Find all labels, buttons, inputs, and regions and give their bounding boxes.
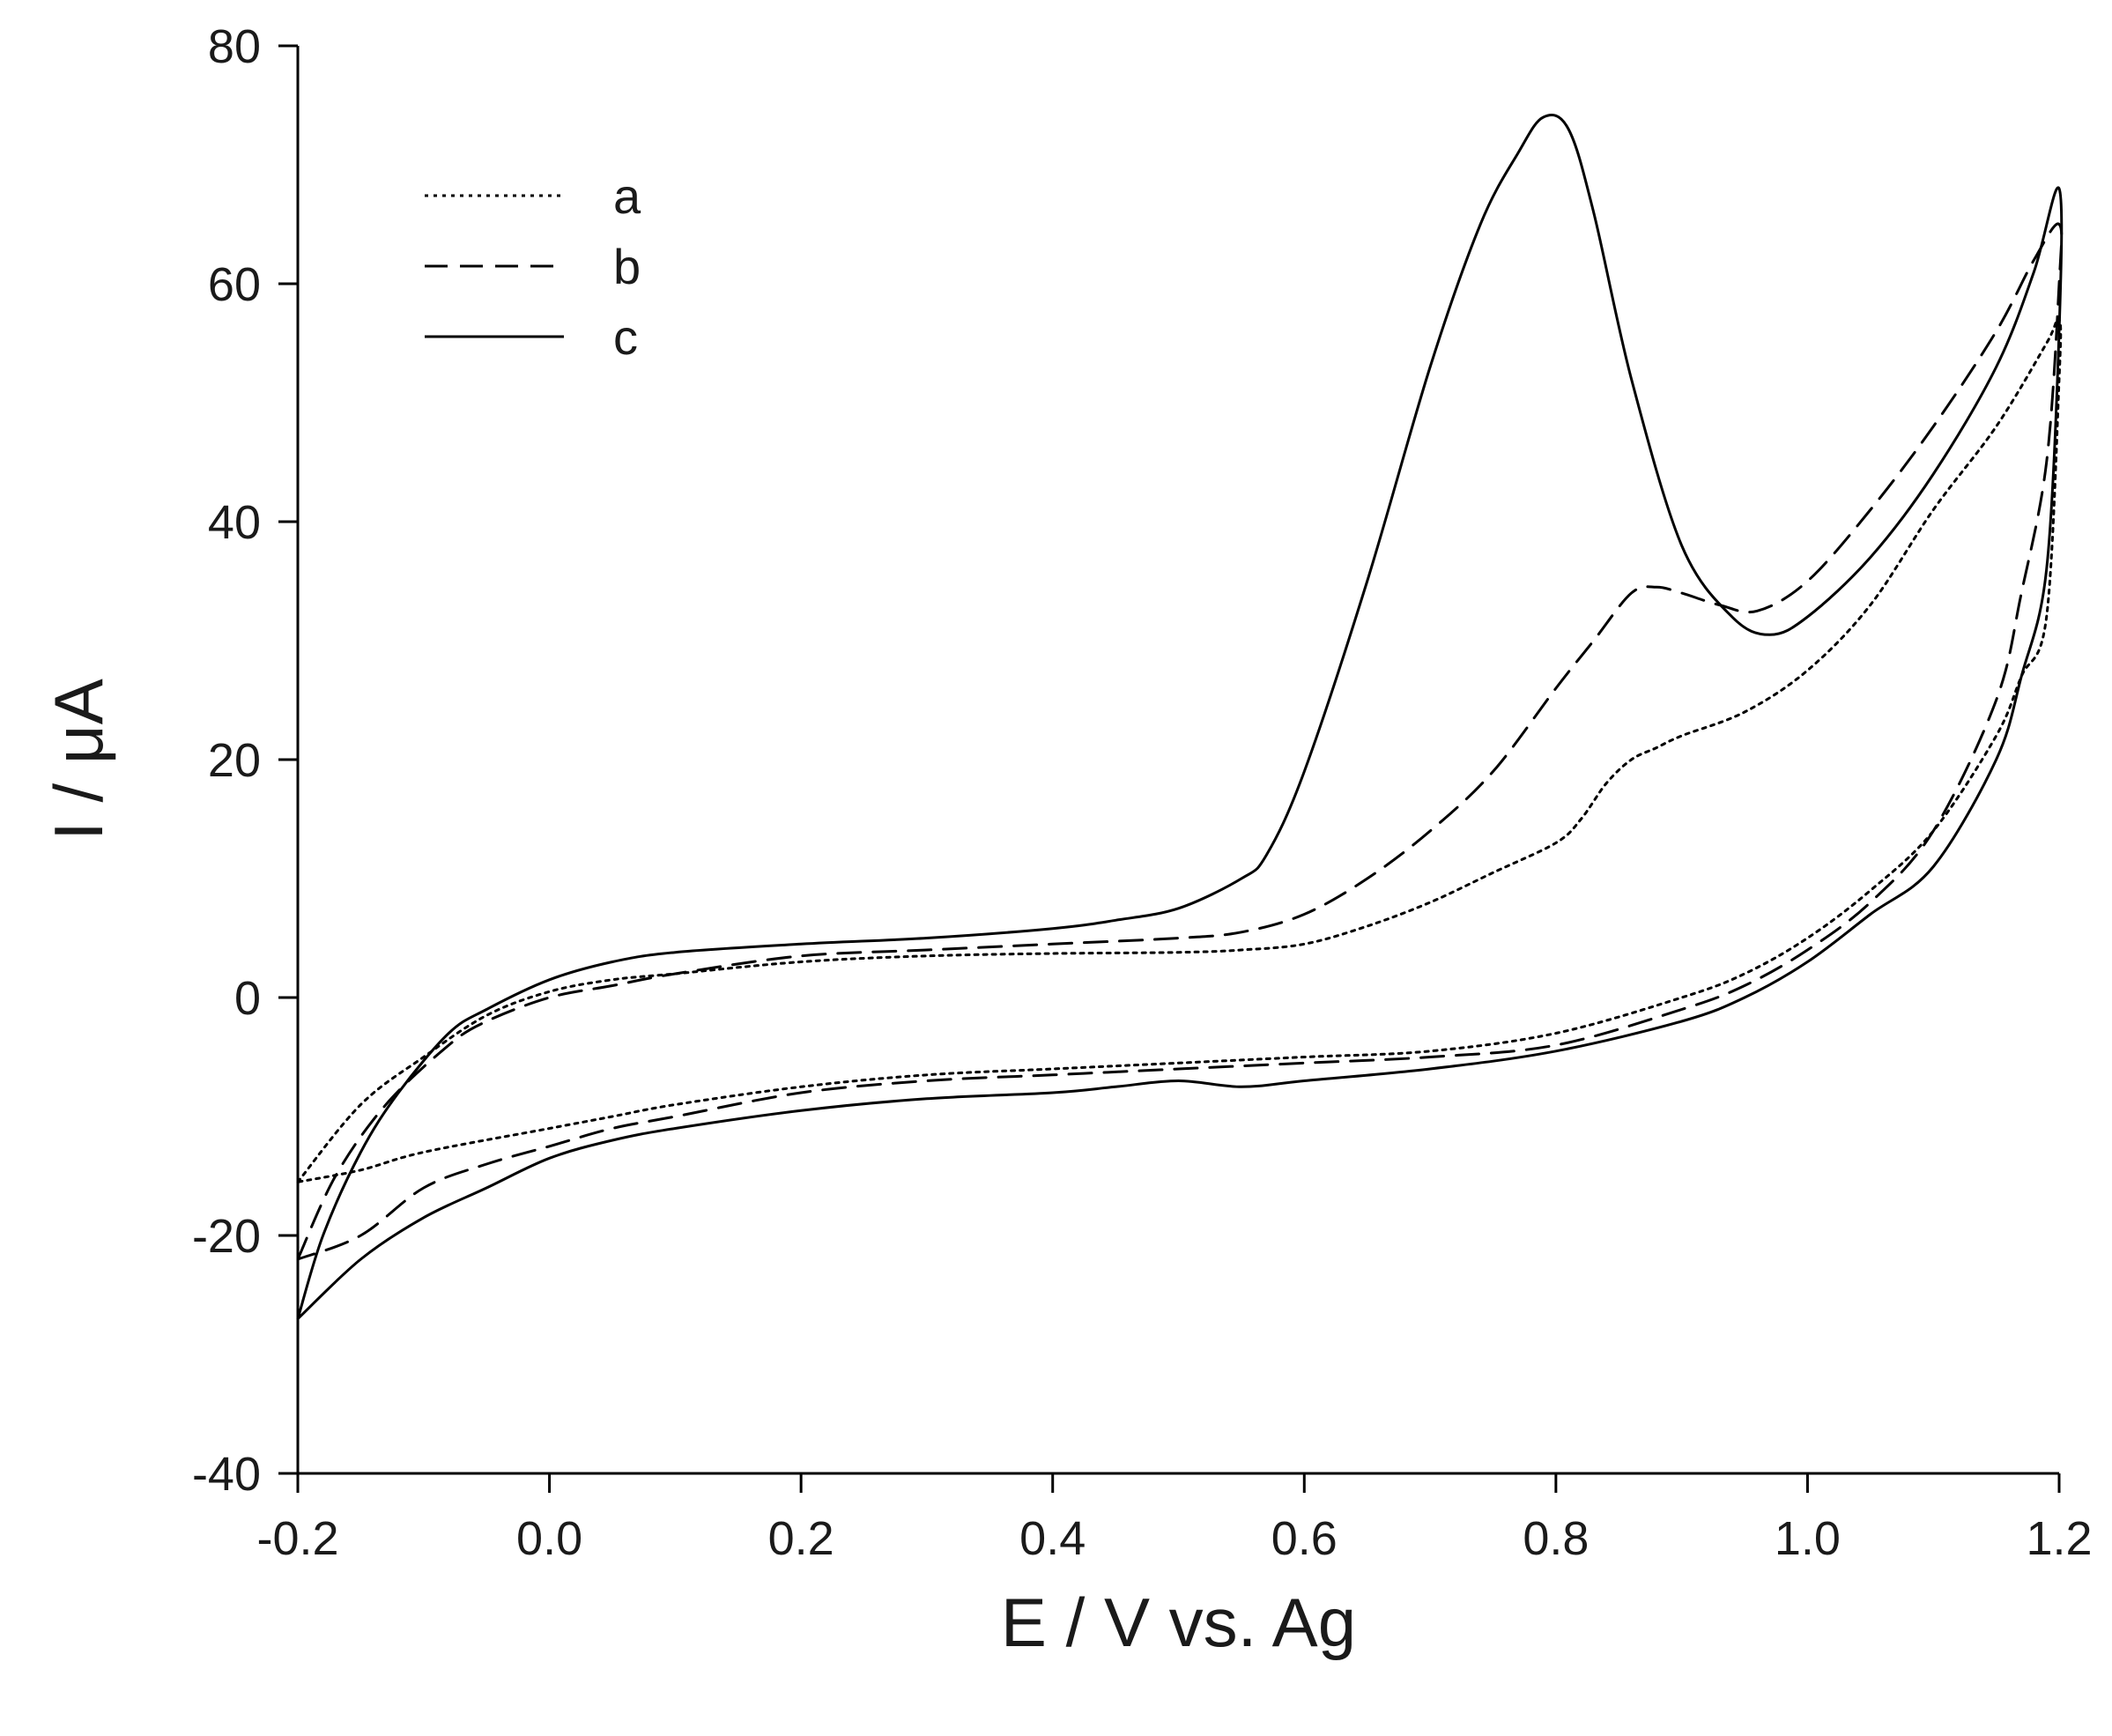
series-b-line bbox=[296, 222, 2064, 1261]
y-axis-title: I / μA bbox=[40, 679, 117, 841]
x-tick-label: 1.0 bbox=[1775, 1512, 1841, 1565]
series-c-line bbox=[296, 114, 2064, 1320]
y-tick-label: 40 bbox=[208, 496, 261, 549]
x-axis-title: E / V vs. Ag bbox=[1001, 1584, 1356, 1661]
x-tick-label: 0.0 bbox=[516, 1512, 582, 1565]
x-tick-label: 0.8 bbox=[1523, 1512, 1589, 1565]
legend-label-b: b bbox=[613, 239, 641, 294]
y-ticks: -40 -20 0 20 40 60 80 bbox=[192, 20, 298, 1501]
y-tick-label: -20 bbox=[192, 1210, 261, 1263]
legend: abc bbox=[425, 168, 641, 365]
axes: -0.2 0.0 0.2 0.4 0.6 0.8 1.0 1.2 -40 -20 0 20 40 60 8… bbox=[192, 20, 2093, 1565]
series-a-line bbox=[296, 316, 2063, 1183]
x-tick-label: 1.2 bbox=[2026, 1512, 2092, 1565]
legend-label-a: a bbox=[613, 168, 641, 224]
x-tick-label: -0.2 bbox=[256, 1512, 338, 1565]
x-tick-label: 0.2 bbox=[768, 1512, 834, 1565]
x-tick-label: 0.6 bbox=[1271, 1512, 1338, 1565]
x-ticks: -0.2 0.0 0.2 0.4 0.6 0.8 1.0 1.2 bbox=[256, 1473, 2093, 1565]
x-tick-label: 0.4 bbox=[1019, 1512, 1086, 1565]
legend-label-c: c bbox=[613, 309, 638, 365]
y-tick-label: 80 bbox=[208, 20, 261, 73]
series-layer bbox=[296, 114, 2064, 1320]
y-tick-label: -40 bbox=[192, 1448, 261, 1501]
y-tick-label: 20 bbox=[208, 734, 261, 787]
y-tick-label: 60 bbox=[208, 258, 261, 311]
y-tick-label: 0 bbox=[234, 972, 261, 1025]
